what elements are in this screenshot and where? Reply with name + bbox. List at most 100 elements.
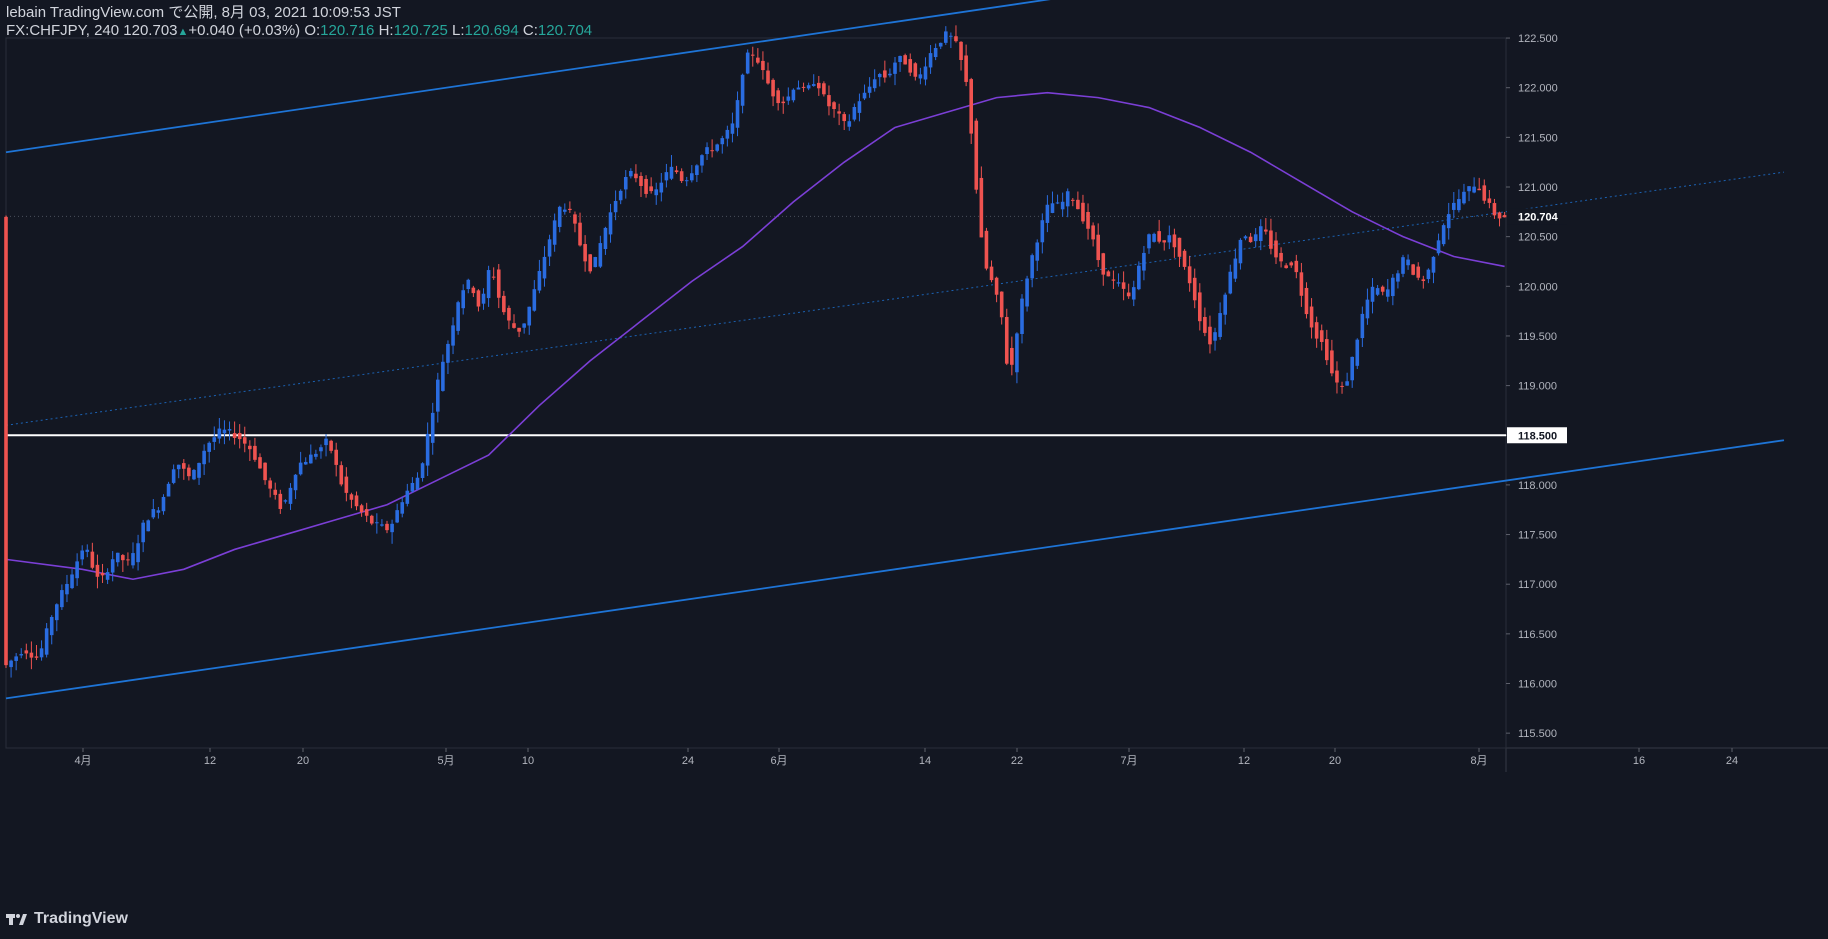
candle xyxy=(1010,336,1014,376)
candle-body xyxy=(65,583,69,595)
candle-body xyxy=(1406,259,1410,266)
candle xyxy=(908,53,913,77)
candle-body xyxy=(1330,350,1334,374)
time-tick-label: 24 xyxy=(1726,755,1738,767)
symbol-label[interactable]: FX:CHFJPY, 240 xyxy=(6,22,120,39)
candle-body xyxy=(1304,287,1309,315)
candle xyxy=(776,87,780,111)
candle-body xyxy=(456,302,460,331)
candle xyxy=(517,327,521,338)
candle xyxy=(1319,324,1324,351)
candle xyxy=(1192,268,1197,309)
candle-body xyxy=(1477,188,1481,191)
time-tick-label: 4月 xyxy=(74,755,91,767)
candle xyxy=(471,285,476,298)
candle-body xyxy=(949,35,953,37)
candle xyxy=(817,75,821,96)
support-price-tag-text: 118.500 xyxy=(1518,430,1557,442)
candle xyxy=(1325,329,1329,366)
candle-body xyxy=(761,60,765,71)
support-price-tag-bg xyxy=(1507,427,1567,444)
candle-body xyxy=(105,572,110,580)
candle-body xyxy=(1279,252,1283,262)
candle xyxy=(314,449,318,460)
candle-body xyxy=(283,500,288,502)
candle-body xyxy=(171,469,176,483)
candle xyxy=(248,440,252,462)
candle-body xyxy=(4,216,8,666)
candle-body xyxy=(964,55,968,82)
candle xyxy=(867,77,872,98)
candle-body xyxy=(476,290,481,307)
candle xyxy=(349,492,354,509)
time-tick-label: 12 xyxy=(1238,755,1250,767)
candle-body xyxy=(1020,298,1024,334)
candle-body xyxy=(1375,288,1380,295)
candle-body xyxy=(603,227,608,250)
candle-body xyxy=(1365,299,1370,319)
candle xyxy=(1441,223,1446,247)
candle xyxy=(24,643,29,660)
candle-body xyxy=(415,477,420,490)
candle xyxy=(395,503,399,524)
candle xyxy=(750,46,755,67)
candle-body xyxy=(664,172,669,181)
candle-body xyxy=(1355,339,1360,366)
candle xyxy=(192,468,196,481)
candle-body xyxy=(872,79,877,89)
candle-body xyxy=(1385,289,1390,297)
candle xyxy=(786,87,791,105)
candle-body xyxy=(95,564,100,577)
candle xyxy=(654,182,659,205)
candle-body xyxy=(131,553,135,566)
candle-body xyxy=(801,86,806,88)
candle-body xyxy=(563,209,567,212)
candle xyxy=(34,645,39,661)
candle xyxy=(293,474,298,500)
candle-body xyxy=(253,445,257,460)
candle xyxy=(522,323,526,334)
candle xyxy=(263,462,267,485)
candle-body xyxy=(547,239,552,257)
candle-body xyxy=(227,429,232,431)
candle xyxy=(268,477,272,498)
price-tick-label: 116.500 xyxy=(1518,629,1557,641)
candle-body xyxy=(832,102,836,110)
candle-body xyxy=(791,89,796,101)
candle xyxy=(1065,188,1070,218)
candle-body xyxy=(359,505,364,513)
candle xyxy=(745,49,750,75)
candle xyxy=(4,215,8,669)
candle xyxy=(1391,274,1395,306)
candle-body xyxy=(1116,282,1121,284)
candle-body xyxy=(1472,186,1476,193)
candle-body xyxy=(1299,272,1304,296)
candle xyxy=(273,482,278,500)
candle-body xyxy=(70,574,74,589)
candle xyxy=(1157,219,1161,244)
candle xyxy=(100,563,105,584)
candle xyxy=(1182,249,1187,270)
candle-body xyxy=(1421,279,1426,281)
candle-body xyxy=(49,616,54,636)
candle xyxy=(1264,218,1268,235)
candle xyxy=(1284,263,1288,269)
candle xyxy=(298,451,303,476)
candle xyxy=(1421,275,1426,289)
candle-body xyxy=(1264,229,1268,232)
candle-body xyxy=(944,31,948,43)
candle xyxy=(1116,273,1121,287)
candle xyxy=(126,552,130,566)
candle-body xyxy=(679,171,684,182)
candle xyxy=(1472,177,1476,194)
candle-body xyxy=(354,495,359,507)
candle xyxy=(1213,327,1217,351)
candle xyxy=(197,462,201,485)
candle xyxy=(85,544,90,558)
candle-body xyxy=(847,121,852,127)
candle xyxy=(212,426,217,450)
candle-body xyxy=(1467,186,1471,192)
candle-body xyxy=(1126,292,1131,297)
candle xyxy=(1243,235,1248,241)
